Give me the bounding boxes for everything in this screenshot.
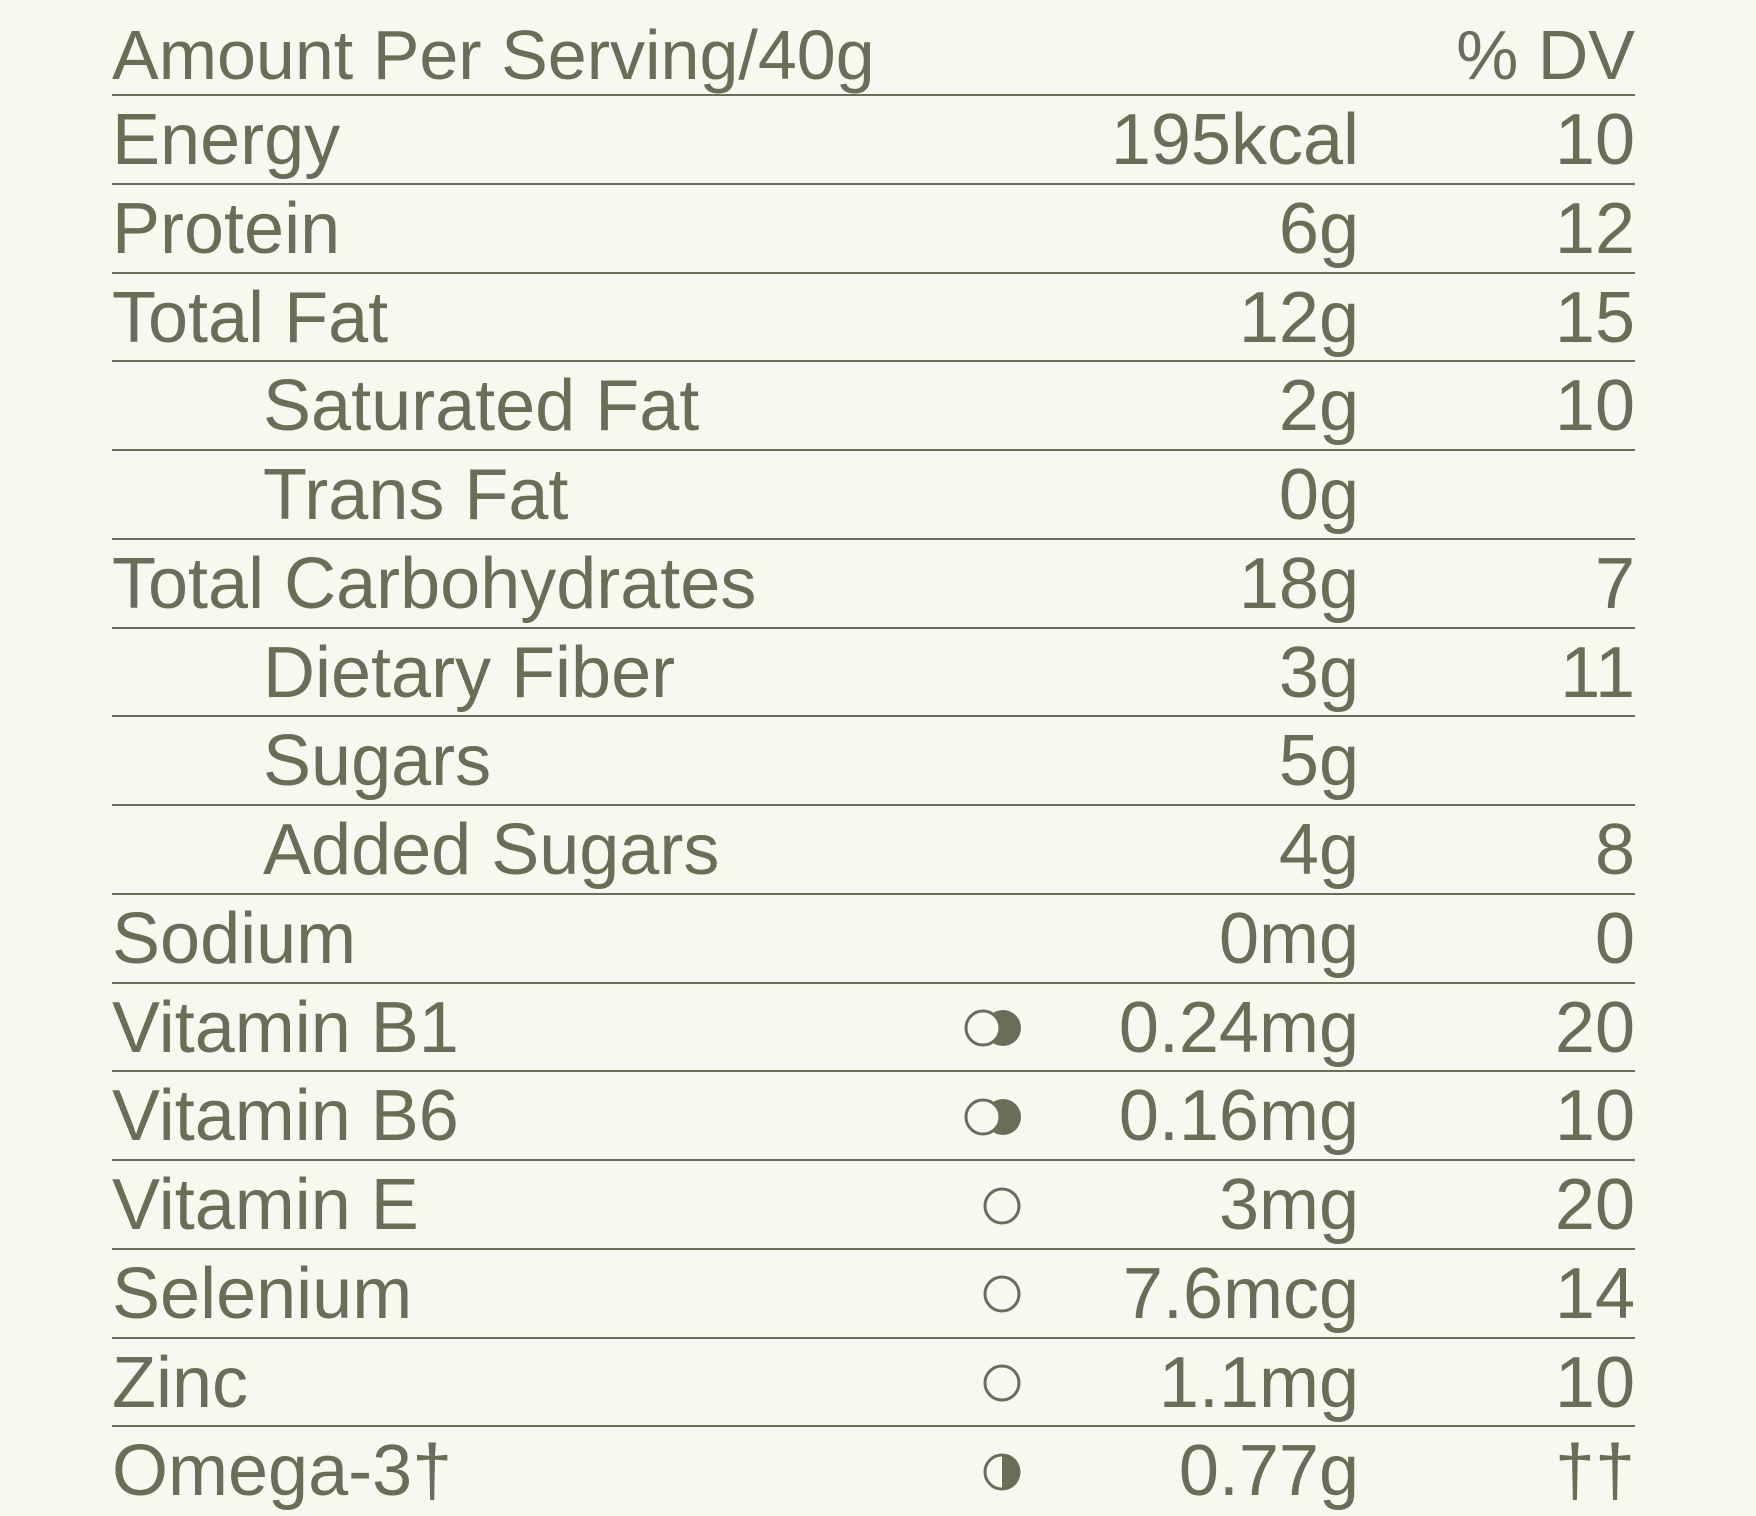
nutrient-row: Trans Fat 0g [112,451,1635,540]
nutrient-amount: 2g [1278,366,1359,447]
nutrient-amount: 7.6mcg [1122,1253,1359,1334]
nutrient-dv: 12 [1554,188,1635,269]
nutrient-dv: 15 [1554,277,1635,358]
nutrient-amount: 0g [1278,455,1359,535]
nutrient-row: Vitamin B6 0.16mg 10 [112,1072,1635,1161]
nutrient-name: Omega-3† [112,1431,453,1512]
nutrient-amount: 3g [1278,632,1359,713]
nutrient-name: Saturated Fat [263,366,700,447]
nutrient-name: Vitamin B6 [112,1076,459,1157]
nutrient-dv: 10 [1554,366,1635,447]
nutrient-amount: 0.16mg [1118,1076,1359,1157]
nutrient-row: Dietary Fiber 3g 11 [112,629,1635,718]
nutrient-row: Energy 195kcal 10 [112,96,1635,185]
nutrient-amount: 4g [1278,810,1359,890]
nutrient-amount: 5g [1278,721,1359,802]
nutrient-row: Vitamin B1 0.24mg 20 [112,984,1635,1073]
nutrient-row: Zinc 1.1mg 10 [112,1339,1635,1428]
header-amount: Amount Per Serving/40g [112,16,875,94]
icon-half-circle [983,1453,1021,1491]
nutrient-name: Energy [112,100,341,180]
icon-circle [983,1275,1021,1313]
nutrient-amount: 195kcal [1110,100,1359,180]
header-dv: % DV [1456,16,1635,94]
nutrient-row: Omega-3† 0.77g †† [112,1427,1635,1516]
nutrient-dv: 20 [1554,1165,1635,1245]
nutrient-name: Selenium [112,1253,413,1334]
icon-circle [983,1364,1021,1402]
icon-double-circle [964,1009,1021,1047]
nutrient-dv: 20 [1554,987,1635,1068]
nutrient-dv: 10 [1554,100,1635,180]
nutrient-amount: 0mg [1218,898,1359,979]
nutrient-dv: 14 [1554,1253,1635,1334]
nutrient-name: Zinc [112,1342,249,1423]
nutrient-dv: 10 [1554,1342,1635,1423]
nutrient-row: Saturated Fat 2g 10 [112,362,1635,451]
nutrient-dv: 10 [1554,1076,1635,1157]
nutrient-row: Total Fat 12g 15 [112,274,1635,363]
nutrient-name: Sugars [263,721,492,802]
nutrient-dv: 11 [1560,632,1635,713]
nutrient-name: Vitamin B1 [112,987,459,1068]
nutrient-amount: 6g [1278,188,1359,269]
nutrient-row: Total Carbohydrates 18g 7 [112,540,1635,629]
nutrient-amount: 12g [1238,277,1359,358]
nutrient-amount: 0.24mg [1118,987,1359,1068]
icon-double-circle [964,1098,1021,1136]
nutrient-amount: 3mg [1218,1165,1359,1245]
nutrient-row: Sodium 0mg 0 [112,895,1635,984]
nutrient-name: Dietary Fiber [263,632,676,713]
icon-circle [983,1187,1021,1225]
nutrient-name: Trans Fat [263,455,569,535]
nutrient-name: Vitamin E [112,1165,419,1245]
nutrient-name: Added Sugars [263,810,720,890]
nutrient-name: Sodium [112,898,357,979]
nutrient-name: Total Carbohydrates [112,543,757,624]
nutrient-amount: 18g [1238,543,1359,624]
nutrient-dv: 7 [1594,543,1635,624]
nutrient-amount: 0.77g [1178,1431,1359,1512]
header: Amount Per Serving/40g % DV [112,0,1635,96]
nutrient-name: Protein [112,188,341,269]
nutrient-row: Added Sugars 4g 8 [112,806,1635,895]
nutrient-dv: †† [1554,1431,1635,1512]
nutrient-row: Vitamin E 3mg 20 [112,1161,1635,1250]
nutrient-dv: 0 [1594,898,1635,979]
nutrient-row: Sugars 5g [112,717,1635,806]
nutrient-row: Selenium 7.6mcg 14 [112,1250,1635,1339]
nutrient-dv: 8 [1594,810,1635,890]
nutrient-name: Total Fat [112,277,389,358]
nutrient-amount: 1.1mg [1158,1342,1359,1423]
nutrient-row: Protein 6g 12 [112,185,1635,274]
